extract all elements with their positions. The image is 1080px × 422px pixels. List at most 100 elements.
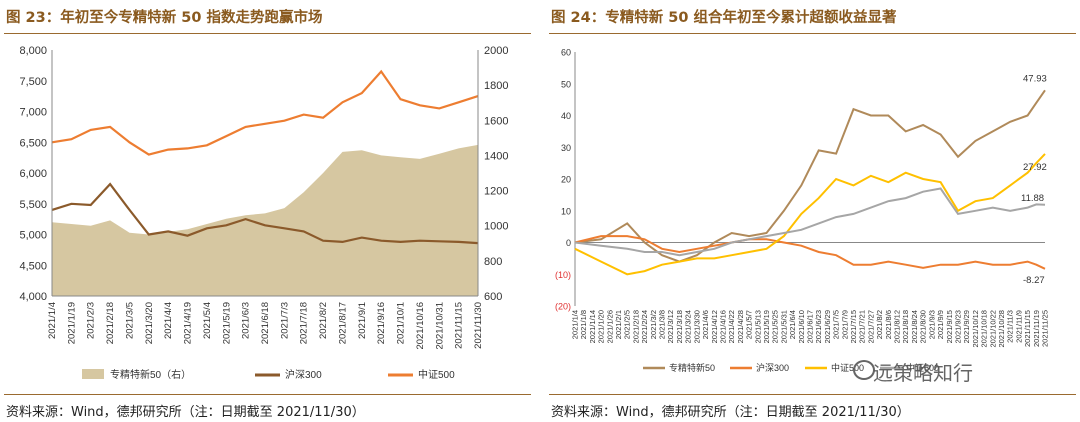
x-tick-label: 2021/4/4 bbox=[163, 302, 174, 339]
series-line-hs300 bbox=[574, 235, 1046, 270]
x-tick-label: 2021/4/22 bbox=[727, 310, 736, 343]
x-tick-label: 2021/1/26 bbox=[605, 310, 614, 343]
x-tick-label: 2021/9/3 bbox=[927, 310, 936, 339]
x-tick-label: 2021/5/4 bbox=[202, 302, 213, 339]
series-line-zz500 bbox=[574, 153, 1046, 276]
left-panel: 图 23：年初至今专精特新 50 指数走势跑赢市场 4,000 4,500 5,00… bbox=[0, 0, 535, 422]
x-tick-label: 2021/11/15 bbox=[454, 302, 465, 349]
y-left-tick-label: 7,000 bbox=[19, 107, 47, 119]
y-right-tick-label: 1600 bbox=[484, 115, 508, 127]
x-tick-label: 2021/3/2 bbox=[649, 310, 658, 339]
x-tick-label: 2021/1/8 bbox=[579, 310, 588, 339]
y-tick-label: (20) bbox=[555, 302, 571, 312]
left-bottom-rule bbox=[4, 394, 531, 395]
x-tick-label: 2021/1/20 bbox=[597, 310, 606, 343]
left-figure-title: 图 23：年初至今专精特新 50 指数走势跑赢市场 bbox=[6, 10, 323, 26]
x-tick-label: 2021/11/3 bbox=[1006, 310, 1015, 343]
x-tick-label: 2021/2/18 bbox=[105, 302, 116, 344]
legend-label-hs300: 沪深300 bbox=[285, 368, 322, 381]
y-left-tick-label: 5,500 bbox=[19, 199, 47, 211]
x-tick-label: 2021/6/4 bbox=[788, 310, 797, 339]
x-tick-label: 2021/1/19 bbox=[66, 302, 77, 344]
right-bottom-rule bbox=[549, 394, 1076, 395]
x-tick-label: 2021/11/19 bbox=[1032, 310, 1041, 347]
data-label-zz500: 27.92 bbox=[1023, 162, 1047, 173]
x-tick-label: 2021/10/12 bbox=[971, 310, 980, 348]
series-area-zjtx50 bbox=[52, 144, 478, 296]
x-tick-label: 2021/5/31 bbox=[779, 310, 788, 343]
x-tick-label: 2021/5/19 bbox=[221, 302, 232, 344]
x-tick-label: 2021/1/4 bbox=[571, 310, 580, 339]
x-tick-label: 2021/9/1 bbox=[357, 302, 368, 339]
x-tick-label: 2021/11/15 bbox=[1023, 310, 1032, 347]
left-source-note: 资料来源：Wind，德邦研究所（注：日期截至 2021/11/30） bbox=[6, 405, 365, 420]
right-top-rule bbox=[549, 33, 1076, 34]
y-tick-label: 60 bbox=[561, 48, 571, 58]
x-tick-label: 2021/5/25 bbox=[771, 310, 780, 343]
y-right-tick-label: 1800 bbox=[484, 80, 508, 92]
x-tick-label: 2021/8/12 bbox=[893, 310, 902, 343]
watermark-text: 远策略知行 bbox=[873, 361, 973, 385]
x-tick-label: 2021/10/31 bbox=[434, 302, 445, 350]
y-left-tick-label: 7,500 bbox=[19, 76, 47, 88]
x-tick-label: 2021/7/5 bbox=[832, 310, 841, 339]
x-tick-label: 2021/7/15 bbox=[849, 310, 858, 343]
x-tick-label: 2021/4/12 bbox=[710, 310, 719, 343]
x-tick-label: 2021/8/18 bbox=[901, 310, 910, 343]
right-source-note: 资料来源：Wind，德邦研究所（注：日期截至 2021/11/30） bbox=[551, 405, 910, 420]
x-tick-label: 2021/9/16 bbox=[376, 302, 387, 344]
y-right-tick-label: 600 bbox=[484, 291, 502, 303]
series-line-zjtx50 bbox=[574, 89, 1046, 263]
x-tick-label: 2021/10/16 bbox=[415, 302, 426, 350]
x-tick-label: 2021/11/25 bbox=[1041, 310, 1050, 347]
x-tick-label: 2021/6/18 bbox=[260, 302, 271, 344]
y-left-tick-label: 6,000 bbox=[19, 168, 47, 180]
y-left-tick-label: 8,000 bbox=[19, 45, 47, 57]
x-tick-label: 2021/7/18 bbox=[299, 302, 310, 344]
legend-swatch-zjtx50 bbox=[82, 369, 104, 379]
x-tick-label: 2021/4/28 bbox=[736, 310, 745, 343]
series-line-zz500-gray bbox=[574, 187, 1046, 257]
x-tick-label: 2021/6/23 bbox=[814, 310, 823, 343]
y-tick-label: 10 bbox=[561, 206, 571, 216]
legend-label-zz500: 中证500 bbox=[831, 362, 864, 373]
series-line-hs300 bbox=[51, 182, 479, 245]
x-tick-label: 2021/8/6 bbox=[884, 310, 893, 339]
y-tick-label: (10) bbox=[555, 270, 571, 280]
right-chart: 60 50 40 30 20 10 0 (10) (20) 47.93 27.92 11.88 -8.2… bbox=[555, 48, 1050, 374]
x-tick-label: 2021/2/1 bbox=[614, 310, 623, 339]
x-tick-label: 2021/3/24 bbox=[684, 310, 693, 343]
x-tick-label: 2021/6/10 bbox=[797, 310, 806, 343]
x-tick-label: 2021/9/15 bbox=[945, 310, 954, 343]
y-right-tick-label: 800 bbox=[484, 256, 502, 268]
x-tick-label: 2021/2/24 bbox=[640, 310, 649, 343]
x-tick-label: 2021/7/27 bbox=[866, 310, 875, 343]
x-tick-label: 2021/7/9 bbox=[840, 310, 849, 339]
x-tick-label: 2021/3/30 bbox=[692, 310, 701, 343]
x-tick-label: 2021/11/9 bbox=[1014, 310, 1023, 343]
y-left-tick-label: 4,500 bbox=[19, 260, 47, 272]
left-top-rule bbox=[4, 33, 531, 34]
y-left-tick-label: 5,000 bbox=[19, 230, 47, 242]
y-tick-label: 0 bbox=[566, 238, 571, 248]
x-tick-label: 2021/3/12 bbox=[666, 310, 675, 343]
y-tick-label: 30 bbox=[561, 143, 571, 153]
x-tick-label: 2021/4/19 bbox=[183, 302, 194, 344]
x-tick-label: 2021/6/29 bbox=[823, 310, 832, 343]
y-tick-label: 20 bbox=[561, 175, 571, 185]
x-tick-label: 2021/7/21 bbox=[858, 310, 867, 343]
y-right-tick-label: 2000 bbox=[484, 45, 508, 57]
x-tick-label: 2021/9/29 bbox=[962, 310, 971, 343]
legend-label-zjtx50: 专精特新50（右） bbox=[110, 368, 191, 381]
x-tick-label: 2021/11/30 bbox=[473, 302, 484, 349]
legend-label-zjtx50: 专精特新50 bbox=[669, 362, 715, 373]
x-tick-label: 2021/5/13 bbox=[753, 310, 762, 343]
x-tick-label: 2021/8/2 bbox=[875, 310, 884, 339]
x-tick-label: 2021/5/7 bbox=[745, 310, 754, 339]
x-tick-label: 2021/10/22 bbox=[988, 310, 997, 348]
legend-label-hs300: 沪深300 bbox=[756, 362, 789, 373]
legend-label-zz500: 中证500 bbox=[418, 368, 455, 381]
x-tick-label: 2021/8/17 bbox=[337, 302, 348, 344]
x-tick-label: 2021/3/20 bbox=[144, 302, 155, 344]
x-tick-label: 2021/3/18 bbox=[675, 310, 684, 343]
